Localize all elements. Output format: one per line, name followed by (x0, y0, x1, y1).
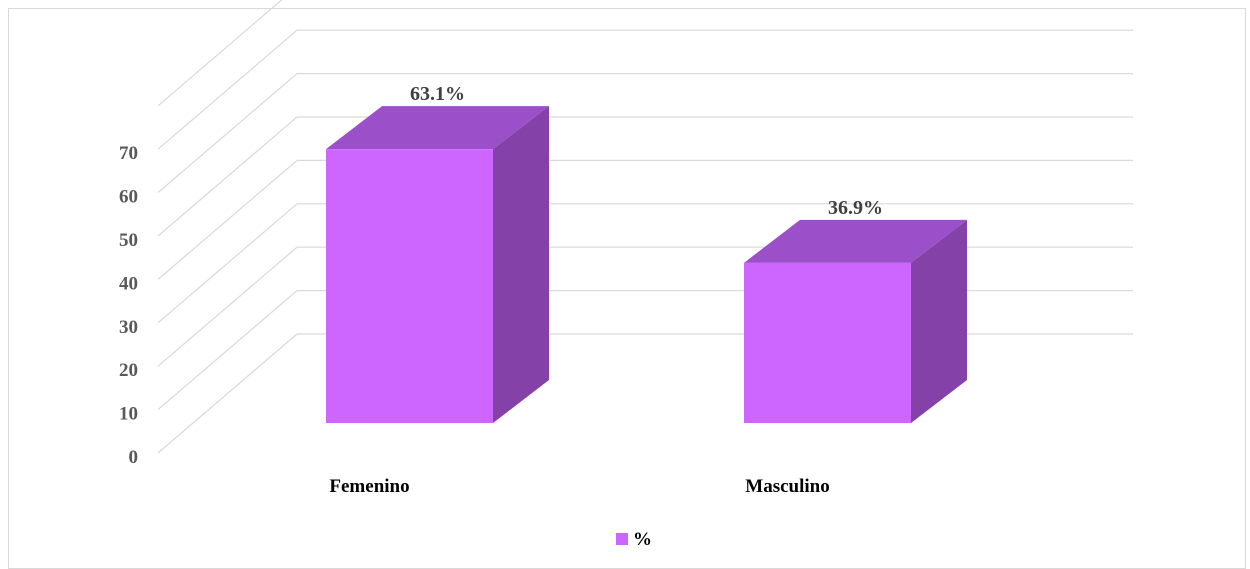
gridline-diagonal (157, 0, 283, 107)
gridline-diagonal (157, 73, 298, 194)
legend: % (616, 529, 652, 550)
bar-front-face (326, 149, 493, 423)
bar-femenino (326, 106, 549, 424)
gridline-diagonal (157, 203, 298, 324)
y-tick-label: 30 (119, 317, 138, 338)
data-label: 63.1% (410, 83, 465, 105)
bar-front-face (744, 262, 911, 423)
bar-side-face (911, 219, 967, 423)
bar-masculino (744, 219, 967, 423)
y-tick-label: 0 (129, 447, 139, 468)
bar-side-face (493, 106, 549, 424)
gridline-diagonal (157, 290, 298, 411)
y-tick-label: 10 (119, 404, 138, 425)
legend-label: % (633, 529, 652, 550)
y-tick-label: 50 (119, 230, 138, 251)
gridline-diagonal (157, 333, 298, 454)
gridlines (157, 0, 1133, 454)
y-tick-label: 60 (119, 187, 138, 208)
data-labels: 63.1% 36.9% (410, 83, 883, 219)
x-axis-category-labels: Femenino Masculino (329, 476, 829, 497)
y-tick-label: 70 (119, 143, 138, 164)
gridline-diagonal (157, 159, 298, 280)
data-label: 36.9% (828, 197, 883, 219)
category-label: Masculino (745, 476, 829, 497)
gridline-diagonal (157, 246, 298, 367)
y-tick-label: 20 (119, 360, 138, 381)
gridline-diagonal (157, 29, 298, 150)
category-label: Femenino (329, 476, 409, 497)
legend-swatch (616, 533, 628, 545)
bars (326, 106, 967, 424)
bar-top-face (744, 219, 967, 263)
y-axis-tick-labels: 0 10 20 30 40 50 60 70 (119, 143, 138, 468)
bar-top-face (326, 106, 549, 150)
y-tick-label: 40 (119, 273, 138, 294)
gridline-diagonal (157, 116, 298, 237)
